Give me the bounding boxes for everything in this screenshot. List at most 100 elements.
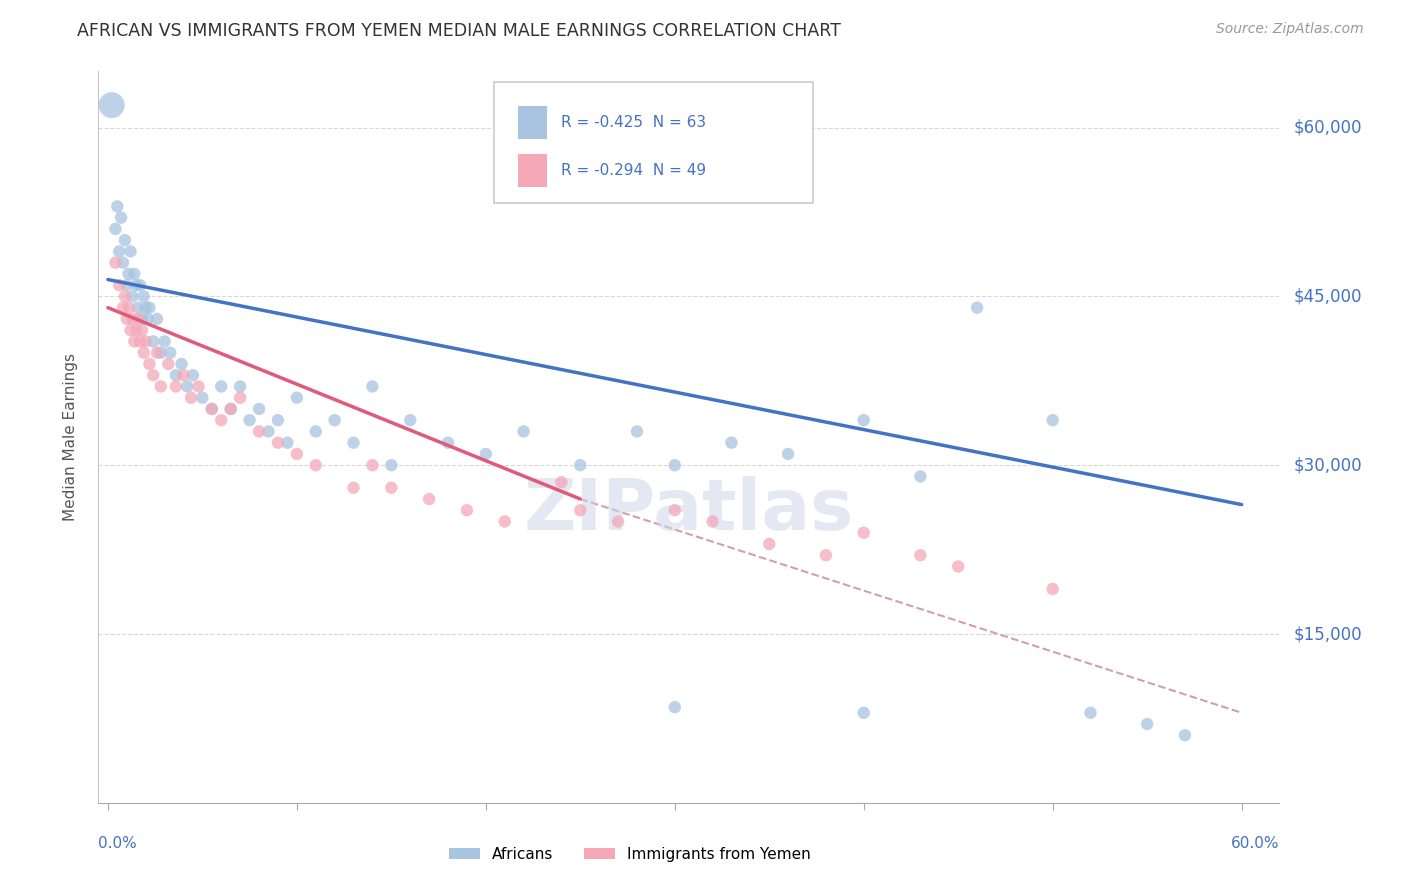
- Point: [129, 334, 152, 349]
- Point: [229, 391, 252, 405]
- Point: [118, 301, 141, 315]
- Point: [305, 458, 328, 473]
- Text: AFRICAN VS IMMIGRANTS FROM YEMEN MEDIAN MALE EARNINGS CORRELATION CHART: AFRICAN VS IMMIGRANTS FROM YEMEN MEDIAN …: [77, 22, 841, 40]
- Legend: Africans, Immigrants from Yemen: Africans, Immigrants from Yemen: [443, 841, 817, 868]
- Point: [153, 334, 176, 349]
- Y-axis label: Median Male Earnings: Median Male Earnings: [63, 353, 77, 521]
- Point: [111, 301, 134, 315]
- Point: [494, 515, 516, 529]
- Point: [131, 312, 153, 326]
- Point: [607, 515, 630, 529]
- Point: [285, 391, 308, 405]
- Point: [146, 312, 169, 326]
- Point: [136, 312, 159, 326]
- Text: Source: ZipAtlas.com: Source: ZipAtlas.com: [1216, 22, 1364, 37]
- Point: [149, 379, 172, 393]
- Point: [342, 481, 364, 495]
- Point: [342, 435, 364, 450]
- Point: [131, 323, 153, 337]
- Point: [512, 425, 534, 439]
- Point: [115, 312, 138, 326]
- Text: 60.0%: 60.0%: [1232, 836, 1279, 851]
- Point: [115, 278, 138, 293]
- Point: [108, 278, 131, 293]
- Point: [142, 334, 165, 349]
- Point: [569, 503, 592, 517]
- Point: [910, 548, 932, 562]
- Point: [437, 435, 460, 450]
- Point: [257, 425, 280, 439]
- Point: [550, 475, 572, 489]
- Point: [852, 413, 875, 427]
- Point: [1042, 582, 1064, 596]
- Point: [1136, 717, 1159, 731]
- Point: [129, 278, 152, 293]
- Point: [105, 199, 128, 213]
- Point: [100, 98, 122, 112]
- Point: [267, 413, 290, 427]
- Point: [124, 267, 146, 281]
- Point: [209, 413, 232, 427]
- FancyBboxPatch shape: [517, 153, 547, 186]
- Point: [276, 435, 298, 450]
- Point: [138, 357, 160, 371]
- Point: [176, 379, 198, 393]
- Point: [948, 559, 970, 574]
- Point: [138, 301, 160, 315]
- Point: [201, 401, 224, 416]
- Point: [814, 548, 837, 562]
- Text: $15,000: $15,000: [1294, 625, 1362, 643]
- FancyBboxPatch shape: [494, 82, 813, 203]
- Point: [104, 222, 127, 236]
- Text: $30,000: $30,000: [1294, 456, 1362, 475]
- Point: [758, 537, 780, 551]
- Point: [852, 706, 875, 720]
- Point: [285, 447, 308, 461]
- Text: $45,000: $45,000: [1294, 287, 1362, 305]
- Point: [121, 312, 143, 326]
- Point: [187, 379, 209, 393]
- Point: [1042, 413, 1064, 427]
- Text: R = -0.425  N = 63: R = -0.425 N = 63: [561, 115, 706, 130]
- Point: [121, 289, 143, 303]
- Point: [165, 368, 187, 383]
- Point: [110, 211, 132, 225]
- Point: [323, 413, 346, 427]
- Text: $60,000: $60,000: [1294, 119, 1362, 136]
- Point: [165, 379, 187, 393]
- Point: [720, 435, 742, 450]
- Point: [120, 244, 142, 259]
- Point: [170, 357, 193, 371]
- Point: [664, 700, 686, 714]
- Point: [569, 458, 592, 473]
- Point: [111, 255, 134, 269]
- Point: [247, 425, 270, 439]
- Point: [305, 425, 328, 439]
- Point: [361, 379, 384, 393]
- Point: [418, 491, 440, 506]
- Point: [219, 401, 242, 416]
- Point: [229, 379, 252, 393]
- Point: [626, 425, 648, 439]
- Point: [157, 357, 180, 371]
- Point: [664, 458, 686, 473]
- Point: [247, 401, 270, 416]
- Point: [118, 267, 141, 281]
- Point: [135, 301, 157, 315]
- Point: [125, 278, 148, 293]
- Point: [380, 458, 402, 473]
- Point: [910, 469, 932, 483]
- Point: [120, 323, 142, 337]
- Point: [267, 435, 290, 450]
- Point: [778, 447, 800, 461]
- Text: ZIPatlas: ZIPatlas: [524, 475, 853, 545]
- Point: [1174, 728, 1197, 742]
- Point: [127, 301, 149, 315]
- Point: [125, 323, 148, 337]
- Point: [399, 413, 422, 427]
- FancyBboxPatch shape: [517, 106, 547, 139]
- Point: [191, 391, 214, 405]
- Point: [124, 334, 146, 349]
- Point: [966, 301, 988, 315]
- Point: [172, 368, 194, 383]
